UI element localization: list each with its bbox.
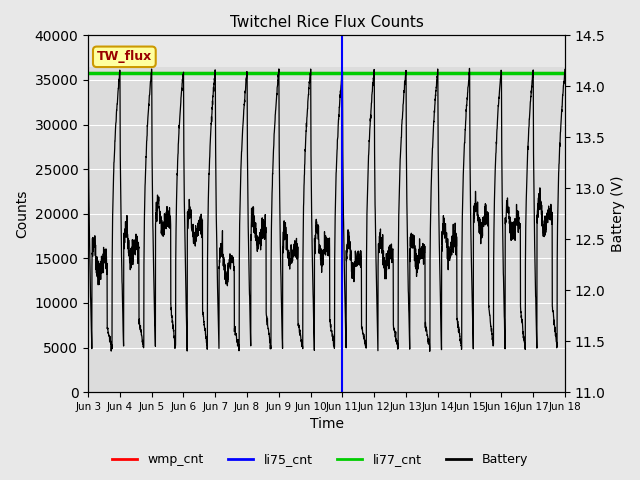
Legend: wmp_cnt, li75_cnt, li77_cnt, Battery: wmp_cnt, li75_cnt, li77_cnt, Battery <box>107 448 533 471</box>
Title: Twitchel Rice Flux Counts: Twitchel Rice Flux Counts <box>230 15 424 30</box>
Y-axis label: Battery (V): Battery (V) <box>611 176 625 252</box>
X-axis label: Time: Time <box>310 418 344 432</box>
Bar <box>88 36 565 67</box>
Y-axis label: Counts: Counts <box>15 190 29 238</box>
Text: TW_flux: TW_flux <box>97 50 152 63</box>
